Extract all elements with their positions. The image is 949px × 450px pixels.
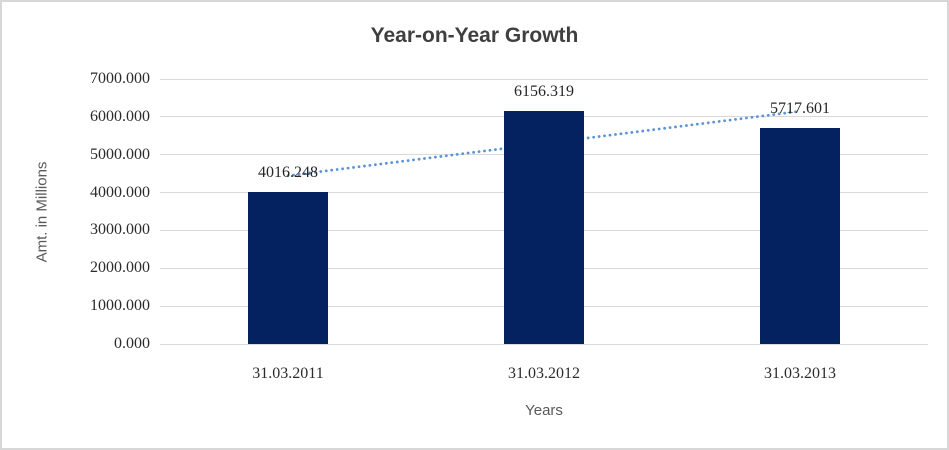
x-category-label: 31.03.2013 bbox=[764, 365, 836, 382]
y-tick-label: 7000.000 bbox=[90, 70, 150, 87]
y-tick-label: 3000.000 bbox=[90, 221, 150, 239]
gridline bbox=[160, 343, 928, 345]
y-tick-label: 5000.000 bbox=[90, 145, 150, 163]
y-tick-label: 1000.000 bbox=[90, 297, 150, 315]
chart-title: Year-on-Year Growth bbox=[370, 24, 579, 47]
x-axis-title: Years bbox=[525, 402, 563, 419]
bar bbox=[760, 127, 840, 344]
y-tick-label: 4000.000 bbox=[90, 183, 150, 201]
bar-data-label: 4016.248 bbox=[258, 163, 318, 181]
gridline bbox=[160, 78, 928, 80]
bar-data-label: 6156.319 bbox=[514, 82, 574, 100]
bar-data-label: 5717.601 bbox=[770, 99, 830, 117]
y-tick-label: 0.000 bbox=[114, 335, 150, 352]
y-axis-title: Amt. in Millions bbox=[33, 161, 51, 263]
x-category-label: 31.03.2012 bbox=[508, 365, 580, 382]
y-tick-label: 6000.000 bbox=[90, 107, 150, 125]
bar bbox=[504, 110, 584, 344]
y-tick-label: 2000.000 bbox=[90, 259, 150, 277]
x-category-label: 31.03.2011 bbox=[252, 365, 324, 382]
bar bbox=[248, 191, 328, 344]
